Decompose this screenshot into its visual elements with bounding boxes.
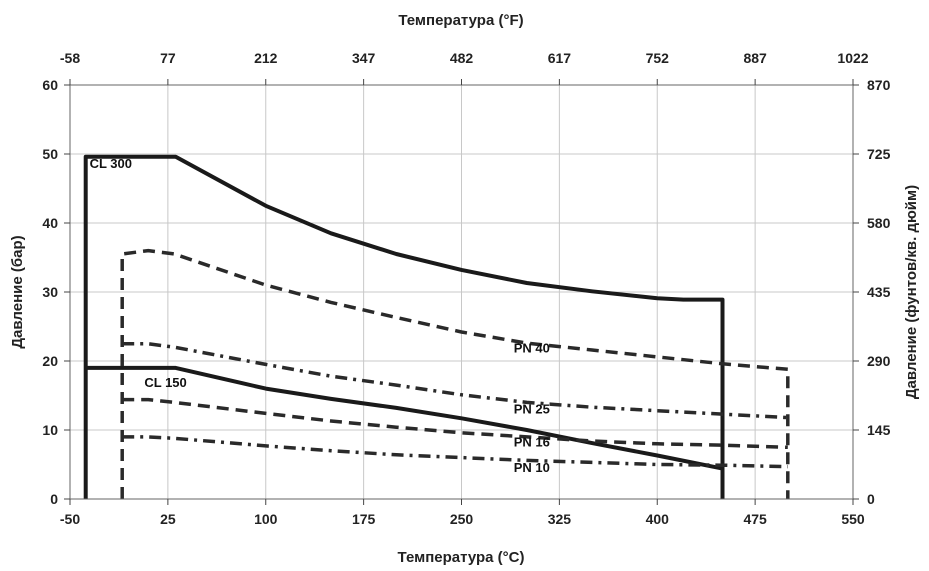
- x-top-tick-label: 752: [646, 50, 670, 66]
- x-bottom-tick-label: 100: [254, 511, 278, 527]
- series-label-cl-300: CL 300: [90, 156, 132, 171]
- x-top-tick-label: 347: [352, 50, 376, 66]
- ticks: -50-582577100212175347250482325617400752…: [42, 50, 890, 527]
- y-left-tick-label: 20: [42, 353, 58, 369]
- grid: [69, 84, 854, 500]
- y-right-axis-title: Давление (фунтов/кв. дюйм): [903, 185, 920, 399]
- y-right-tick-label: 580: [867, 215, 891, 231]
- x-bottom-tick-label: 550: [841, 511, 865, 527]
- x-top-tick-label: 887: [743, 50, 767, 66]
- y-left-tick-label: 40: [42, 215, 58, 231]
- series-layer: [83, 154, 790, 499]
- y-left-axis-title: Давление (бар): [9, 235, 26, 348]
- x-bottom-tick-label: -50: [60, 511, 80, 527]
- series-line-pn-16: [122, 397, 788, 450]
- y-right-tick-label: 0: [867, 491, 875, 507]
- series-label-pn-40: PN 40: [514, 341, 550, 356]
- x-top-tick-label: 617: [548, 50, 572, 66]
- series-line-pn-10: [122, 435, 788, 469]
- x-bottom-tick-label: 250: [450, 511, 474, 527]
- x-top-tick-label: 212: [254, 50, 278, 66]
- x-top-tick-label: 77: [160, 50, 176, 66]
- series-line-cl-300: [83, 154, 725, 499]
- series-line-cl-150: [85, 365, 723, 471]
- annotations: CL 300 CL 150 PN 40 PN 25 PN 16 PN 10: [90, 156, 550, 475]
- y-left-tick-label: 30: [42, 284, 58, 300]
- y-left-tick-label: 50: [42, 146, 58, 162]
- x-top-axis-title: Температура (°F): [398, 12, 523, 29]
- series-label-pn-25: PN 25: [514, 401, 550, 416]
- y-left-tick-label: 60: [42, 77, 58, 93]
- y-left-tick-label: 10: [42, 422, 58, 438]
- x-bottom-tick-label: 325: [548, 511, 572, 527]
- y-right-tick-label: 725: [867, 146, 891, 162]
- x-bottom-tick-label: 400: [646, 511, 670, 527]
- series-label-cl-150: CL 150: [144, 375, 186, 390]
- x-bottom-axis-title: Температура (°C): [398, 549, 525, 566]
- x-top-tick-label: 1022: [837, 50, 868, 66]
- y-right-tick-label: 145: [867, 422, 891, 438]
- y-right-tick-label: 870: [867, 77, 891, 93]
- x-bottom-tick-label: 175: [352, 511, 376, 527]
- series-line-pn-25: [122, 342, 788, 420]
- series-line-pn-40: [120, 248, 790, 499]
- x-top-tick-label: 482: [450, 50, 474, 66]
- x-bottom-tick-label: 475: [743, 511, 767, 527]
- y-right-tick-label: 290: [867, 353, 891, 369]
- y-right-tick-label: 435: [867, 284, 891, 300]
- y-left-tick-label: 0: [50, 491, 58, 507]
- series-label-pn-10: PN 10: [514, 460, 550, 475]
- series-label-pn-16: PN 16: [514, 435, 550, 450]
- x-bottom-tick-label: 25: [160, 511, 176, 527]
- x-top-tick-label: -58: [60, 50, 80, 66]
